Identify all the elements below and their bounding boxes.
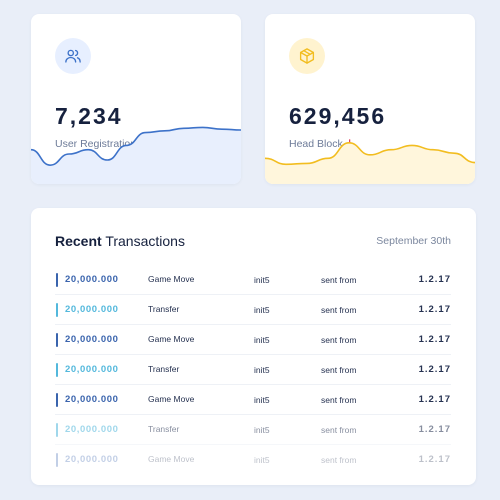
transaction-amount: 20,000.000: [65, 364, 119, 375]
transaction-type: Game Move: [148, 454, 195, 464]
transactions-title-bold: Recent: [55, 233, 102, 249]
transaction-type-marker: [56, 453, 58, 467]
transaction-type-marker: [56, 333, 58, 347]
transactions-list: 20,000.000 Game Move init5 sent from 1.2.17 2…: [55, 265, 451, 475]
transaction-amount: 20,000.000: [65, 274, 119, 285]
transaction-type-marker: [56, 363, 58, 377]
transaction-amount: 20,000.000: [65, 334, 119, 345]
transaction-amount: 20,000.000: [65, 394, 119, 405]
transaction-type-marker: [56, 303, 58, 317]
transactions-title: Recent Transactions: [55, 233, 185, 249]
head-block-value: 629,456: [289, 103, 387, 129]
transaction-version: 1.2.17: [418, 304, 451, 315]
transaction-type: Transfer: [148, 364, 180, 374]
transaction-address: init5: [254, 455, 270, 465]
transaction-type-marker: [56, 393, 58, 407]
user-registrations-card: 7,234 User Registrations 🠕: [31, 14, 241, 184]
transaction-address: init5: [254, 395, 270, 405]
transaction-address: init5: [254, 365, 270, 375]
sparkline-line: [265, 142, 475, 166]
transaction-row[interactable]: 20,000.000 Transfer init5 sent from 1.2.17: [55, 415, 451, 445]
transaction-address: init5: [254, 425, 270, 435]
transaction-type: Game Move: [148, 394, 195, 404]
transaction-type-marker: [56, 273, 58, 287]
transaction-row[interactable]: 20,000.000 Game Move init5 sent from 1.2.17: [55, 265, 451, 295]
users-icon: [55, 38, 91, 74]
transaction-version: 1.2.17: [418, 394, 451, 405]
transaction-address: init5: [254, 305, 270, 315]
head-block-label: Head Block: [289, 138, 343, 150]
recent-transactions-card: Recent Transactions September 30th 20,00…: [31, 208, 476, 485]
transaction-row[interactable]: 20,000.000 Transfer init5 sent from 1.2.17: [55, 295, 451, 325]
transaction-address: init5: [254, 335, 270, 345]
transaction-type: Transfer: [148, 424, 180, 434]
transaction-version: 1.2.17: [418, 274, 451, 285]
transactions-date: September 30th: [376, 235, 451, 247]
sparkline-area: [265, 142, 475, 184]
transaction-type: Game Move: [148, 334, 195, 344]
transaction-amount: 20,000.000: [65, 304, 119, 315]
transaction-direction: sent from: [321, 455, 357, 465]
transaction-direction: sent from: [321, 395, 357, 405]
transaction-type-marker: [56, 423, 58, 437]
user-registrations-value: 7,234: [55, 103, 123, 129]
transaction-direction: sent from: [321, 365, 357, 375]
head-block-sparkline: [265, 142, 475, 184]
transaction-amount: 20,000.000: [65, 454, 119, 465]
transaction-version: 1.2.17: [418, 334, 451, 345]
head-block-card: 629,456 Head Block 🠗: [265, 14, 475, 184]
user-registrations-label: User Registrations: [55, 138, 142, 150]
transaction-version: 1.2.17: [418, 454, 451, 465]
transaction-version: 1.2.17: [418, 424, 451, 435]
transaction-direction: sent from: [321, 425, 357, 435]
user-registrations-sparkline: [31, 126, 241, 184]
transactions-title-rest: Transactions: [105, 233, 185, 249]
sparkline-line: [31, 126, 241, 166]
sparkline-area: [31, 127, 241, 184]
transaction-row[interactable]: 20,000.000 Game Move init5 sent from 1.2.17: [55, 325, 451, 355]
transaction-version: 1.2.17: [418, 364, 451, 375]
transaction-row[interactable]: 20,000.000 Transfer init5 sent from 1.2.17: [55, 355, 451, 385]
transaction-type: Game Move: [148, 274, 195, 284]
cube-icon: [289, 38, 325, 74]
transaction-direction: sent from: [321, 305, 357, 315]
transaction-row[interactable]: 20,000.000 Game Move init5 sent from 1.2.17: [55, 385, 451, 415]
transaction-row[interactable]: 20,000.000 Game Move init5 sent from 1.2.17: [55, 445, 451, 475]
transaction-direction: sent from: [321, 335, 357, 345]
transaction-address: init5: [254, 275, 270, 285]
transaction-amount: 20,000.000: [65, 424, 119, 435]
transaction-type: Transfer: [148, 304, 180, 314]
transaction-direction: sent from: [321, 275, 357, 285]
